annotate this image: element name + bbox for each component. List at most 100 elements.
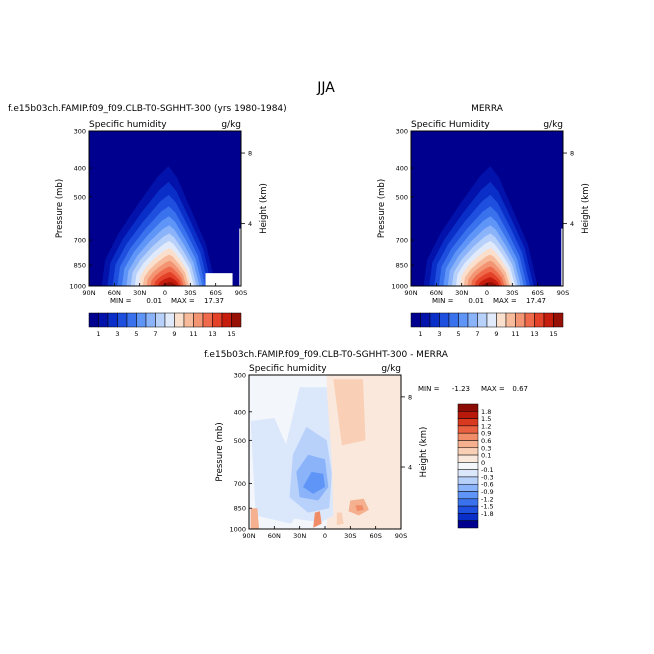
model-colorbar-swatch bbox=[117, 312, 128, 328]
obs-colorbar-swatch bbox=[448, 312, 459, 328]
model-x-tick-label: 90S bbox=[235, 289, 247, 297]
diff-y2-axis-label: Height (km) bbox=[419, 427, 429, 478]
model-variable-label: Specific humidity bbox=[89, 120, 167, 130]
diff-min-value: -1.23 bbox=[452, 385, 470, 393]
diff-colorbar-swatch bbox=[457, 462, 479, 470]
obs-colorbar-swatch bbox=[553, 312, 564, 328]
diff-colorbar-swatch bbox=[457, 505, 479, 514]
obs-colorbar-swatch bbox=[534, 312, 545, 328]
obs-x-tick-label: 60N bbox=[430, 289, 443, 297]
obs-colorbar-label: 9 bbox=[494, 330, 498, 338]
model-colorbar-swatch bbox=[98, 312, 109, 328]
contour-fill-level-15 bbox=[481, 282, 498, 286]
diff-colorbar-label: 0 bbox=[481, 459, 485, 467]
diff-colorbar-label: -0.9 bbox=[481, 488, 494, 496]
obs-colorbar-label: 7 bbox=[475, 330, 479, 338]
missing-data-mask bbox=[239, 228, 241, 286]
obs-max-value: 17.47 bbox=[526, 297, 546, 305]
diff-colorbar-swatch bbox=[457, 425, 479, 434]
model-y-axis-label: Pressure (mb) bbox=[55, 179, 65, 238]
model-panel: f.e15b03ch.FAMIP.f09_f09.CLB-T0-SGHHT-30… bbox=[8, 104, 287, 338]
model-y-tick-label: 500 bbox=[74, 193, 86, 201]
diff-colorbar-swatch bbox=[457, 491, 479, 500]
model-x-tick-label: 90N bbox=[82, 289, 95, 297]
diff-colorbar-label: 0.6 bbox=[481, 437, 491, 445]
diff-colorbar-label: 1.5 bbox=[481, 415, 491, 423]
missing-data-mask bbox=[205, 273, 233, 286]
model-colorbar-label: 9 bbox=[172, 330, 176, 338]
model-colorbar-swatch bbox=[231, 312, 242, 328]
diff-x-tick-label: 90S bbox=[395, 532, 407, 540]
obs-y-tick-label: 400 bbox=[396, 165, 408, 173]
diff-x-tick-label: 30S bbox=[344, 532, 356, 540]
diff-colorbar-label: -0.1 bbox=[481, 466, 494, 474]
obs-colorbar-swatch bbox=[420, 312, 431, 328]
model-case-title: f.e15b03ch.FAMIP.f09_f09.CLB-T0-SGHHT-30… bbox=[8, 104, 287, 114]
diff-colorbar-swatch bbox=[457, 447, 479, 456]
model-colorbar-swatch bbox=[145, 312, 156, 328]
obs-x-tick-label: 0 bbox=[485, 289, 489, 297]
model-colorbar-swatch bbox=[183, 312, 194, 328]
diff-colorbar-label: -0.3 bbox=[481, 473, 494, 481]
model-x-tick-label: 60N bbox=[108, 289, 121, 297]
diff-colorbar-label: 0.9 bbox=[481, 430, 491, 438]
diff-units-label: g/kg bbox=[381, 364, 401, 374]
obs-panel: MERRA Specific Humidity g/kg 90N 60N 30N 0 3… bbox=[377, 104, 591, 338]
diff-colorbar-label: 0.1 bbox=[481, 452, 491, 460]
model-y-tick-label: 1000 bbox=[69, 283, 86, 291]
obs-colorbar-swatch bbox=[467, 312, 478, 328]
obs-units-label: g/kg bbox=[543, 120, 563, 130]
model-max-value: 17.37 bbox=[204, 297, 224, 305]
obs-max-label: MAX = bbox=[493, 297, 517, 305]
model-x-tick-label: 30S bbox=[184, 289, 196, 297]
diff-colorbar-label: -1.8 bbox=[481, 510, 494, 518]
diff-colorbar-swatch bbox=[457, 454, 479, 463]
diff-y2-tick-label: 4 bbox=[408, 464, 412, 472]
model-y-tick-label: 850 bbox=[74, 262, 86, 270]
obs-colorbar-label: 5 bbox=[456, 330, 460, 338]
model-y-tick-label: 400 bbox=[74, 165, 86, 173]
obs-colorbar-swatch bbox=[486, 312, 497, 328]
model-colorbar-swatch bbox=[126, 312, 137, 328]
model-y2-axis-label: Height (km) bbox=[259, 183, 269, 234]
diff-colorbar-label: 1.2 bbox=[481, 422, 491, 430]
obs-colorbar-swatch bbox=[543, 312, 554, 328]
diff-max-label: MAX = bbox=[481, 385, 505, 393]
diff-y-tick-label: 300 bbox=[234, 372, 246, 380]
model-y2-tick-label: 8 bbox=[248, 150, 252, 158]
obs-y2-tick-label: 4 bbox=[570, 220, 574, 228]
obs-colorbar-label: 15 bbox=[549, 330, 557, 338]
diff-x-tick-label: 60S bbox=[369, 532, 381, 540]
obs-y2-tick-label: 8 bbox=[570, 150, 574, 158]
obs-colorbar: 1 3 5 7 9 11 13 15 bbox=[410, 312, 564, 338]
diff-y-tick-label: 500 bbox=[234, 437, 246, 445]
model-colorbar-swatch bbox=[193, 312, 204, 328]
model-colorbar-swatch bbox=[164, 312, 175, 328]
obs-y-tick-label: 1000 bbox=[391, 283, 408, 291]
diff-region-9 bbox=[333, 379, 366, 446]
model-y-tick-label: 700 bbox=[74, 237, 86, 245]
model-axes: 90N 60N 30N 0 30S 60S 90S 300 400 500 700 850 1000 8 4… bbox=[55, 128, 269, 298]
model-colorbar-swatch bbox=[202, 312, 213, 328]
model-colorbar-label: 15 bbox=[227, 330, 235, 338]
model-heatmap bbox=[89, 131, 241, 286]
contour-fill-level-15 bbox=[161, 282, 177, 286]
obs-min-value: 0.01 bbox=[468, 297, 484, 305]
model-colorbar-swatch bbox=[212, 312, 223, 328]
diff-variable-label: Specific humidity bbox=[249, 364, 327, 374]
diff-colorbar-swatch bbox=[457, 483, 479, 492]
diff-heatmap bbox=[249, 375, 401, 529]
diff-colorbar-label: 1.8 bbox=[481, 408, 491, 416]
diff-colorbar-swatch bbox=[457, 403, 479, 412]
diff-x-tick-label: 90N bbox=[242, 532, 255, 540]
diff-x-tick-label: 60N bbox=[268, 532, 281, 540]
diff-panel: f.e15b03ch.FAMIP.f09_f09.CLB-T0-SGHHT-30… bbox=[204, 350, 528, 540]
obs-colorbar-swatch bbox=[505, 312, 516, 328]
model-colorbar-swatch bbox=[174, 312, 185, 328]
obs-y-tick-label: 300 bbox=[396, 128, 408, 136]
obs-colorbar-swatch bbox=[439, 312, 450, 328]
model-y-tick-label: 300 bbox=[74, 128, 86, 136]
diff-y-axis-label: Pressure (mb) bbox=[215, 422, 225, 481]
obs-colorbar-swatch bbox=[524, 312, 535, 328]
